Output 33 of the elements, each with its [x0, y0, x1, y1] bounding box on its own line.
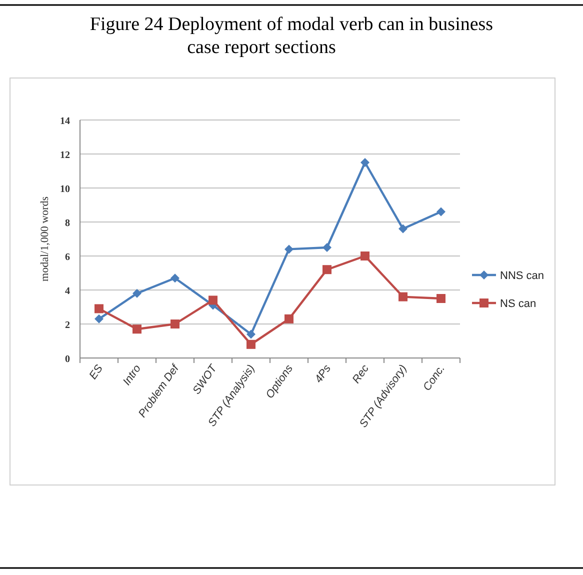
- point: [132, 324, 142, 334]
- point: [246, 340, 256, 349]
- point: [208, 296, 218, 305]
- point: [398, 224, 408, 234]
- x-tick-label: ES: [87, 362, 106, 382]
- legend-label: NS can: [500, 298, 536, 310]
- point: [322, 265, 332, 274]
- point: [94, 314, 104, 324]
- point: [284, 314, 294, 324]
- y-axis-title: modal/1,000 words: [39, 196, 51, 282]
- point: [284, 244, 294, 254]
- y-tick-label: 6: [65, 252, 70, 263]
- y-tick-label: 12: [60, 150, 70, 161]
- y-tick-label: 8: [65, 218, 70, 229]
- y-tick-label: 2: [65, 320, 70, 331]
- point: [170, 320, 180, 328]
- y-tick-label: 14: [60, 116, 70, 127]
- y-tick-label: 4: [65, 286, 70, 297]
- point: [436, 294, 446, 303]
- point: [360, 252, 370, 260]
- point: [436, 207, 446, 216]
- y-tick-label: 0: [65, 354, 70, 365]
- point: [246, 330, 256, 339]
- point: [132, 288, 142, 298]
- point: [398, 292, 408, 302]
- point: [94, 304, 104, 314]
- x-tick-label: 4Ps: [312, 362, 334, 386]
- y-tick-label: 10: [60, 184, 70, 195]
- point: [322, 243, 332, 252]
- point: [360, 158, 370, 167]
- legend-label: NNS can: [500, 270, 544, 282]
- point: [170, 274, 180, 283]
- chart-title: Figure 24 Deployment of modal verb can in business case report sections: [90, 14, 494, 58]
